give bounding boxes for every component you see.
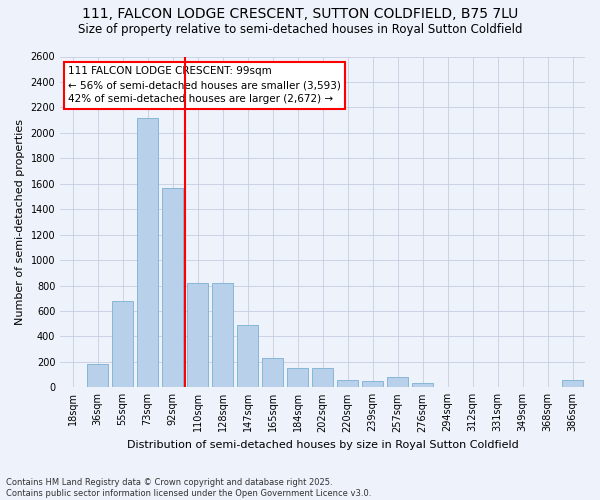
Bar xyxy=(462,386,483,388)
Text: Contains HM Land Registry data © Crown copyright and database right 2025.
Contai: Contains HM Land Registry data © Crown c… xyxy=(6,478,371,498)
Bar xyxy=(287,368,308,388)
Bar xyxy=(187,283,208,388)
Bar xyxy=(87,364,108,388)
Bar xyxy=(412,384,433,388)
Text: 111 FALCON LODGE CRESCENT: 99sqm
← 56% of semi-detached houses are smaller (3,59: 111 FALCON LODGE CRESCENT: 99sqm ← 56% o… xyxy=(68,66,341,104)
Bar xyxy=(512,386,533,388)
Bar xyxy=(562,380,583,388)
X-axis label: Distribution of semi-detached houses by size in Royal Sutton Coldfield: Distribution of semi-detached houses by … xyxy=(127,440,518,450)
Bar xyxy=(237,325,258,388)
Bar xyxy=(387,377,408,388)
Bar xyxy=(362,381,383,388)
Text: 111, FALCON LODGE CRESCENT, SUTTON COLDFIELD, B75 7LU: 111, FALCON LODGE CRESCENT, SUTTON COLDF… xyxy=(82,8,518,22)
Bar xyxy=(62,386,83,388)
Bar xyxy=(312,368,333,388)
Bar xyxy=(437,386,458,388)
Bar xyxy=(137,118,158,388)
Bar xyxy=(212,283,233,388)
Bar xyxy=(262,358,283,388)
Bar xyxy=(112,301,133,388)
Y-axis label: Number of semi-detached properties: Number of semi-detached properties xyxy=(15,119,25,325)
Bar xyxy=(337,380,358,388)
Bar xyxy=(162,188,183,388)
Text: Size of property relative to semi-detached houses in Royal Sutton Coldfield: Size of property relative to semi-detach… xyxy=(78,22,522,36)
